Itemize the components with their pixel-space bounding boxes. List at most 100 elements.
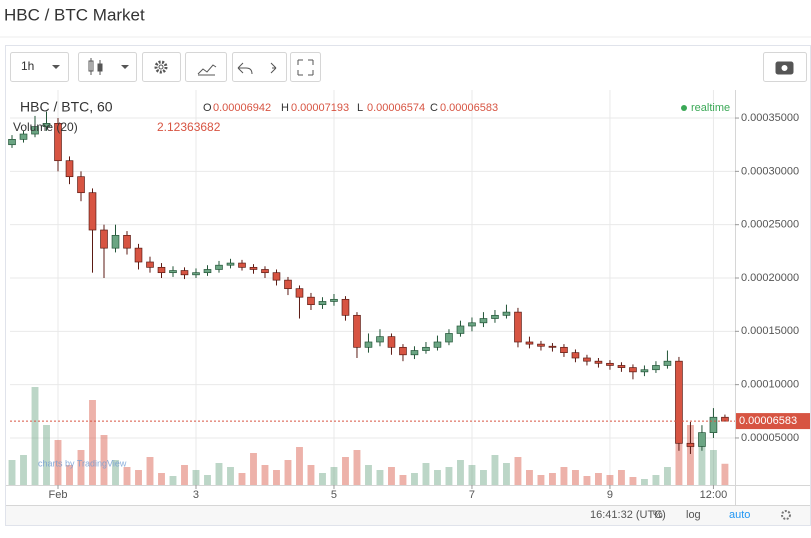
candle-body xyxy=(721,416,729,422)
volume-bar xyxy=(663,467,671,485)
y-tick-label: 0.00035000 xyxy=(741,112,799,124)
volume-bar xyxy=(123,467,131,485)
indicators-button[interactable] xyxy=(185,52,227,82)
volume-bar xyxy=(652,475,660,485)
volume-bar xyxy=(227,467,234,485)
x-tick-label: 3 xyxy=(193,489,199,501)
volume-value: 2.12363682 xyxy=(157,120,221,134)
candle-body xyxy=(353,314,361,348)
volume-bar xyxy=(66,465,73,485)
ohlc-key: C xyxy=(430,102,438,114)
symbol-label: HBC / BTC, 60 xyxy=(20,99,113,115)
chart-style-button[interactable] xyxy=(78,52,137,82)
ohlc-value: 0.00007193 xyxy=(291,102,349,114)
candle-body xyxy=(456,325,465,334)
settings-gear[interactable] xyxy=(781,510,791,520)
volume-bar xyxy=(468,465,476,485)
last-price-box xyxy=(736,413,810,430)
volume-bar xyxy=(376,470,384,485)
candle-body xyxy=(629,367,637,373)
volume-bar xyxy=(617,470,625,485)
interval-label: 1h xyxy=(21,59,34,73)
settings-button[interactable] xyxy=(142,52,181,82)
candle-body xyxy=(111,234,120,249)
volume-bar xyxy=(204,475,211,485)
auto-toggle[interactable]: auto xyxy=(729,509,750,521)
candle-body xyxy=(387,336,396,348)
candle-body xyxy=(364,341,373,348)
candle-body xyxy=(54,123,62,162)
candle-body xyxy=(537,343,545,347)
candle-body xyxy=(295,288,304,298)
candle-body xyxy=(123,234,131,249)
volume-bar xyxy=(43,425,50,485)
undo-redo-button[interactable] xyxy=(232,52,287,82)
ohlc-value: 0.00006942 xyxy=(213,102,271,114)
volume-bar xyxy=(721,463,729,485)
candle-body xyxy=(249,266,258,270)
volume-bar xyxy=(296,447,303,485)
x-tick-label: 9 xyxy=(607,489,613,501)
interval-button[interactable] xyxy=(10,52,69,82)
candle-body xyxy=(583,357,591,362)
y-tick-label: 0.00005000 xyxy=(741,432,799,444)
status-dot xyxy=(681,105,687,111)
volume-bar xyxy=(135,470,142,485)
candle-body xyxy=(318,301,327,306)
volume-bar xyxy=(319,473,326,485)
page-title: HBC / BTC Market xyxy=(4,5,145,24)
y-tick-label: 0.00010000 xyxy=(741,379,799,391)
candle-body xyxy=(663,360,672,366)
log-toggle[interactable]: log xyxy=(686,509,701,521)
plot: 0.00005000 0.00010000 0.00015000 0.00020000… xyxy=(8,90,810,501)
volume-bar xyxy=(434,470,441,485)
candle-body xyxy=(491,314,499,319)
candle-body xyxy=(410,350,419,356)
candle-body xyxy=(698,432,706,447)
fullscreen-button[interactable] xyxy=(290,52,321,82)
candle-body xyxy=(709,416,718,433)
candle-body xyxy=(445,333,453,343)
candle-body xyxy=(341,298,350,316)
ohlc-key: L xyxy=(357,102,363,114)
percent-toggle[interactable]: % xyxy=(653,509,663,521)
candle-body xyxy=(422,346,430,351)
volume-bar xyxy=(560,467,568,485)
volume-bar xyxy=(388,467,395,485)
candle-body xyxy=(192,272,200,276)
volume-bar xyxy=(261,465,269,485)
volume-bar xyxy=(181,465,188,485)
candle-body xyxy=(169,270,177,274)
volume-bar xyxy=(514,457,522,485)
candle-body xyxy=(399,346,407,356)
volume-bar xyxy=(399,475,407,485)
volume-bar xyxy=(365,465,372,485)
volume-bar xyxy=(595,473,602,485)
volume-bar xyxy=(89,400,96,485)
candle-body xyxy=(594,360,603,364)
last-price-label: 0.00006583 xyxy=(739,415,797,427)
y-tick-label: 0.00025000 xyxy=(741,219,799,231)
volume-bar xyxy=(8,460,16,485)
candle-body xyxy=(180,270,189,276)
volume-bar xyxy=(491,455,499,485)
volume-bar xyxy=(169,476,177,485)
candle-body xyxy=(134,247,143,263)
volume-bar xyxy=(583,476,591,485)
candle-body xyxy=(261,269,269,274)
candle-body xyxy=(675,360,683,444)
candle-body xyxy=(479,318,488,324)
volume-bar xyxy=(503,463,510,485)
candle-body xyxy=(525,341,534,345)
candle-body xyxy=(640,369,649,373)
candle-body xyxy=(548,345,557,348)
volume-bar xyxy=(100,435,108,485)
candle-body xyxy=(226,262,235,266)
status-label: realtime xyxy=(691,102,730,114)
candle-body xyxy=(203,269,212,274)
candle-body xyxy=(307,296,315,306)
candle-body xyxy=(31,126,39,135)
chart-frame xyxy=(5,45,811,526)
